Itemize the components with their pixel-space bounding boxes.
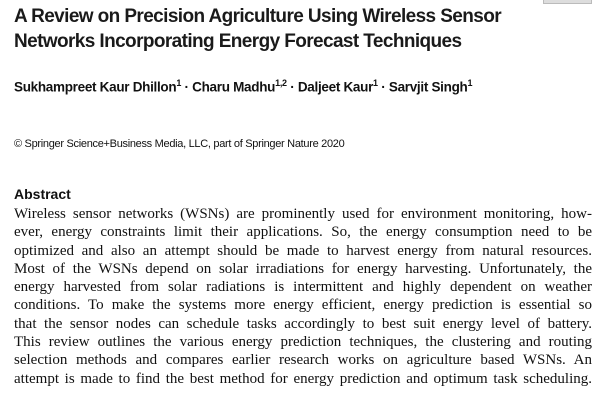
- author-separator: ·: [381, 79, 386, 95]
- author-list: Sukhampreet Kaur Dhillon1 · Charu Madhu1…: [14, 78, 472, 95]
- abstract-line: Most of the WSNs depend on solar irradia…: [14, 260, 592, 277]
- abstract-line: This review outlines the various energy …: [14, 334, 592, 351]
- abstract-line: Wireless sensor networks (WSNs) are prom…: [14, 206, 592, 222]
- abstract-body: Wireless sensor networks (WSNs) are prom…: [14, 205, 592, 388]
- affiliation-mark: 1: [176, 78, 182, 88]
- abstract-line: that the sensor nodes can schedule tasks…: [14, 315, 592, 332]
- affiliation-mark: 1: [467, 78, 473, 88]
- author-name: Charu Madhu: [192, 79, 276, 95]
- affiliation-mark: 1: [373, 78, 378, 88]
- abstract-heading: Abstract: [14, 186, 71, 202]
- author-name: Sukhampreet Kaur Dhillon: [14, 79, 177, 95]
- abstract-line: energy harvested from solar radiations i…: [14, 279, 592, 296]
- abstract-line: optimized and also an attempt should be …: [14, 242, 592, 259]
- abstract-line: selection methods and compares earlier r…: [14, 352, 592, 369]
- title-line: A Review on Precision Agriculture Using …: [14, 6, 502, 27]
- copyright-notice: © Springer Science+Business Media, LLC, …: [14, 138, 345, 150]
- abstract-line: attempt is made to find the best method …: [14, 370, 592, 387]
- paper-title: A Review on Precision Agriculture Using …: [14, 4, 534, 54]
- author-name: Daljeet Kaur: [297, 79, 374, 95]
- author-separator: ·: [184, 79, 190, 95]
- author-name: Sarvjit Singh: [388, 79, 468, 95]
- abstract-line: conditions. To make the systems more ene…: [14, 297, 592, 314]
- scrollbar-fragment: [543, 0, 592, 4]
- affiliation-mark: 1,2: [275, 78, 287, 88]
- title-line: Networks Incorporating Energy Forecast T…: [14, 31, 462, 52]
- author-separator: ·: [290, 79, 295, 95]
- abstract-line: ever, energy constraints limit their app…: [14, 224, 592, 241]
